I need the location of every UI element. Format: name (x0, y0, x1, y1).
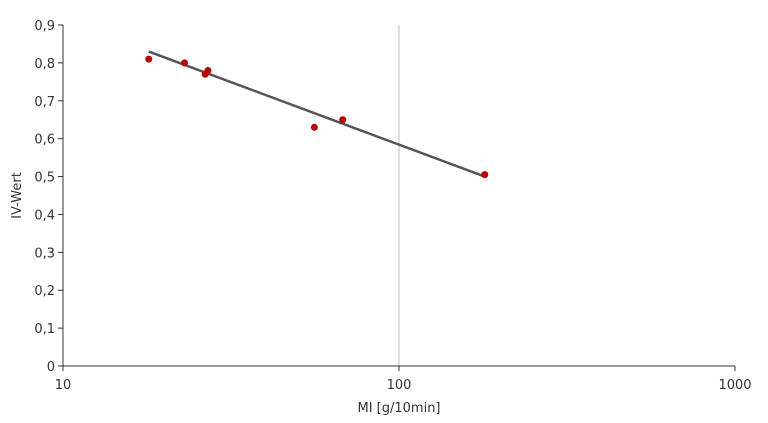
x-axis-title: MI [g/10min] (357, 401, 440, 416)
y-tick-label: 0,6 (34, 133, 55, 148)
data-point (204, 66, 212, 74)
y-tick-label: 0,4 (34, 208, 55, 223)
y-tick-label: 0,1 (34, 322, 55, 337)
y-tick-labels: 0 0,1 0,2 0,3 0,4 0,5 0,6 0,7 0,8 0,9 (34, 19, 63, 375)
x-tick-labels: 10 100 1000 (55, 366, 752, 393)
y-tick-label: 0,9 (34, 19, 55, 34)
x-tick-label: 10 (55, 378, 72, 393)
y-tick-label: 0,2 (34, 284, 55, 299)
x-tick-label: 1000 (718, 378, 751, 393)
data-point (339, 116, 347, 124)
x-tick-label: 100 (387, 378, 412, 393)
data-point (310, 123, 318, 131)
y-tick-label: 0,5 (34, 171, 55, 186)
data-point (481, 171, 489, 179)
y-tick-label: 0 (47, 360, 55, 375)
y-axis-title: IV-Wert (10, 172, 25, 219)
trendline (148, 50, 486, 178)
data-point (181, 59, 189, 67)
data-point (145, 55, 153, 63)
trendline-layer (148, 50, 486, 178)
y-tick-label: 0,7 (34, 95, 55, 110)
y-tick-label: 0,3 (34, 246, 55, 261)
y-tick-label: 0,8 (34, 57, 55, 72)
data-points-layer (145, 55, 489, 179)
